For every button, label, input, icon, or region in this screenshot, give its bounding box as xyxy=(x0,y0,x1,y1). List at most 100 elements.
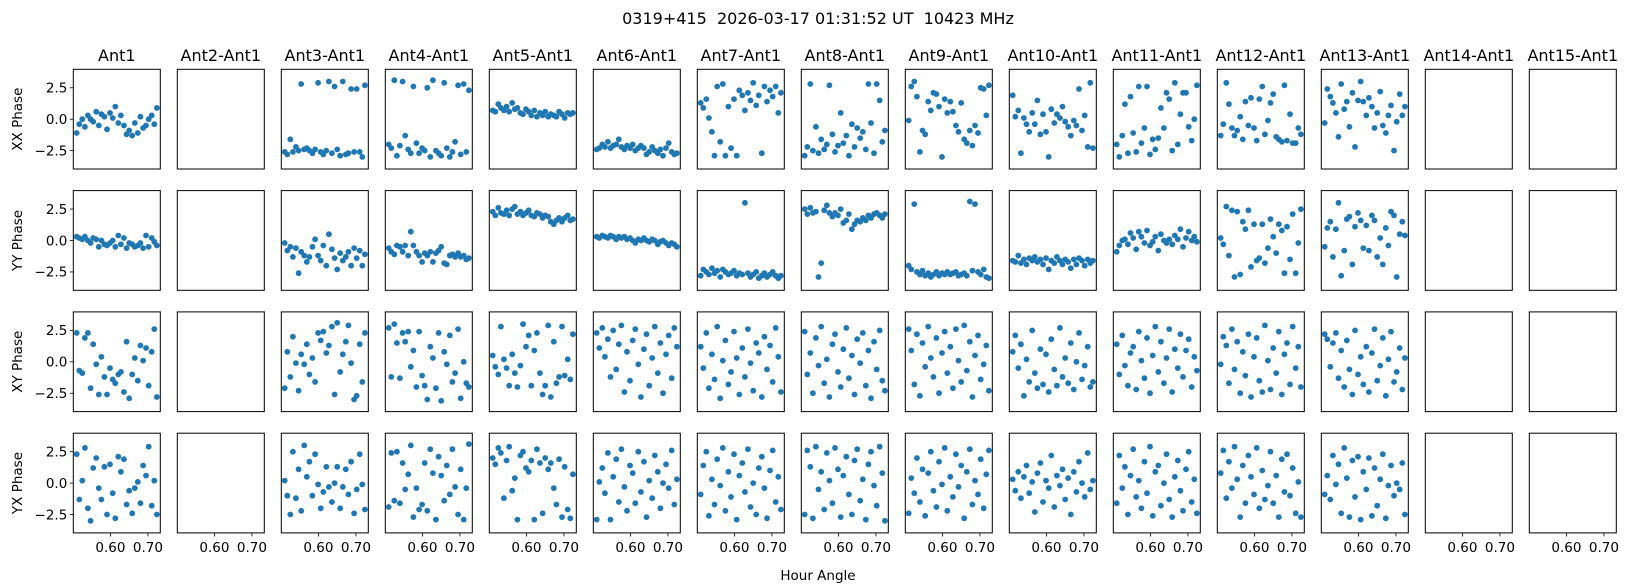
data-point xyxy=(1267,216,1274,223)
data-point xyxy=(1338,81,1345,87)
data-point xyxy=(753,340,760,346)
data-point xyxy=(849,511,855,518)
data-point xyxy=(657,340,664,346)
data-point xyxy=(1125,382,1131,389)
data-point xyxy=(813,335,819,341)
data-point xyxy=(908,475,915,481)
data-point xyxy=(1287,256,1293,263)
data-point xyxy=(427,343,434,350)
data-point xyxy=(1284,340,1290,346)
data-point xyxy=(1379,451,1386,458)
x-tick-label: 0.60 xyxy=(407,540,437,556)
data-point xyxy=(143,122,149,129)
data-point xyxy=(506,212,513,219)
data-point xyxy=(651,323,658,330)
data-point xyxy=(385,325,392,331)
data-point xyxy=(646,382,653,389)
data-point xyxy=(298,507,305,514)
data-point xyxy=(509,351,516,358)
data-point xyxy=(1130,446,1137,453)
panel-xx-12 xyxy=(1216,68,1305,170)
panel-yy-4 xyxy=(384,190,473,291)
data-point xyxy=(882,127,888,134)
data-point xyxy=(528,112,535,119)
data-point xyxy=(697,491,704,498)
data-point xyxy=(1352,327,1358,334)
data-point xyxy=(823,450,830,456)
data-point xyxy=(1281,351,1288,358)
data-point xyxy=(610,327,617,334)
data-point xyxy=(1220,333,1227,340)
data-point xyxy=(1231,443,1238,450)
data-point xyxy=(129,510,136,517)
data-point xyxy=(1402,355,1408,361)
data-point xyxy=(323,350,330,356)
x-tick-label: 0.60 xyxy=(1239,540,1269,556)
data-point xyxy=(460,516,467,523)
data-point xyxy=(301,252,308,259)
data-point xyxy=(914,455,920,461)
data-point xyxy=(1357,353,1364,360)
data-point xyxy=(1031,509,1038,515)
data-point xyxy=(1090,477,1096,484)
data-point xyxy=(1021,392,1027,399)
panel-xx-6 xyxy=(592,68,681,170)
data-point xyxy=(813,443,819,450)
data-point xyxy=(1242,372,1249,379)
data-point xyxy=(109,490,116,497)
data-point xyxy=(1045,154,1052,160)
data-point xyxy=(118,112,124,119)
data-point xyxy=(1379,261,1386,268)
data-point xyxy=(1040,111,1046,118)
data-point xyxy=(452,484,458,490)
x-tick-label: 0.60 xyxy=(199,540,229,556)
data-point xyxy=(674,343,680,350)
data-point xyxy=(627,377,633,384)
data-point xyxy=(1363,486,1370,493)
data-point xyxy=(320,489,327,495)
data-point xyxy=(1265,245,1271,252)
data-point xyxy=(665,140,672,147)
data-point xyxy=(925,470,932,476)
data-point xyxy=(731,267,737,274)
data-point xyxy=(435,330,442,336)
data-point xyxy=(331,480,338,486)
data-point xyxy=(446,332,453,339)
data-point xyxy=(775,473,782,480)
data-point xyxy=(1292,365,1299,371)
data-point xyxy=(397,375,403,382)
data-point xyxy=(955,357,962,364)
data-point xyxy=(1396,231,1403,238)
data-point xyxy=(121,235,127,241)
data-point xyxy=(303,473,310,480)
data-point xyxy=(1256,505,1263,512)
data-point xyxy=(137,342,144,349)
axes-frame xyxy=(1424,432,1513,534)
data-point xyxy=(284,151,291,158)
data-point xyxy=(1127,472,1134,479)
data-point xyxy=(137,500,144,507)
data-point xyxy=(1127,93,1134,100)
data-point xyxy=(1194,367,1200,374)
data-point xyxy=(728,145,734,152)
data-point xyxy=(651,452,658,459)
data-point xyxy=(356,451,363,458)
data-point xyxy=(1177,111,1184,118)
data-point xyxy=(975,332,981,339)
data-point xyxy=(1330,100,1336,106)
data-point xyxy=(534,330,540,336)
y-tick-label: −2.5 xyxy=(35,507,68,523)
panel-yx-9: 0.60 0.70 xyxy=(904,432,995,556)
data-point xyxy=(755,350,762,356)
panel-xy-2 xyxy=(176,311,265,413)
data-point xyxy=(1262,260,1268,266)
data-point xyxy=(1287,111,1293,118)
data-point xyxy=(1298,206,1304,213)
data-point xyxy=(629,337,636,344)
axes-frame xyxy=(1528,311,1617,413)
data-point xyxy=(618,446,625,453)
data-point xyxy=(1026,128,1033,135)
data-point xyxy=(303,259,310,265)
data-point xyxy=(1130,130,1137,136)
data-point xyxy=(1256,255,1263,261)
